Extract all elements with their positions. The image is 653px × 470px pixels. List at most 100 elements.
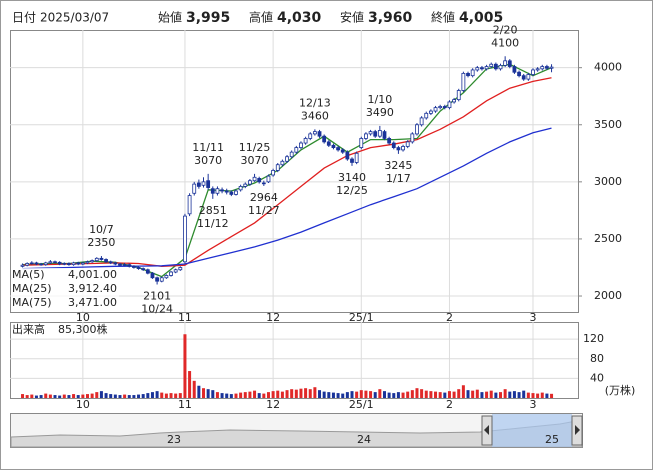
candle-body: [303, 138, 308, 144]
volume-bar: [76, 395, 80, 398]
volume-bar: [350, 391, 354, 398]
candle-body: [215, 188, 220, 194]
volume-bar: [443, 392, 447, 398]
volume-bar: [25, 395, 29, 398]
candle-body: [57, 261, 62, 265]
volume-bar: [85, 394, 89, 398]
volume-bar: [373, 392, 377, 398]
volume-title: 出来高: [12, 322, 45, 336]
candle-body: [266, 175, 271, 183]
volume-bar: [174, 393, 178, 398]
navigator-label: 25: [545, 433, 559, 446]
candle-body: [90, 260, 95, 263]
candle-body: [229, 191, 234, 195]
volume-bar: [169, 393, 173, 398]
volume-bar: [345, 392, 349, 398]
volume-bar: [39, 395, 43, 398]
volume-bar: [438, 392, 442, 398]
volume-bar: [489, 390, 493, 398]
volume-bar: [44, 393, 48, 398]
candle-body: [85, 261, 90, 264]
annotation-price: 3140: [338, 171, 366, 184]
volume-bar: [382, 391, 386, 398]
volume-bar: [257, 393, 261, 398]
candle-body: [294, 147, 299, 153]
volume-bar: [526, 392, 530, 398]
volume-bar: [243, 392, 247, 398]
annotation-date: 11/27: [248, 204, 280, 217]
field-name: 始値: [158, 10, 182, 25]
candle-body: [452, 99, 456, 103]
candle-body: [39, 263, 43, 266]
legend-name: MA(5): [12, 268, 45, 281]
y-tick-label: 40: [590, 371, 604, 384]
y-tick-label: 3500: [594, 118, 622, 131]
candle-body: [470, 69, 475, 77]
volume-bar: [550, 393, 554, 398]
candle-body: [201, 181, 206, 186]
volume-bar: [387, 392, 391, 398]
candle-body: [155, 277, 160, 282]
candle-body: [498, 64, 503, 70]
volume-bar: [341, 393, 345, 398]
volume-bar: [155, 391, 159, 398]
candle-body: [71, 262, 76, 266]
volume-bar: [364, 390, 368, 398]
candle-body: [401, 146, 405, 151]
candle-body: [76, 262, 81, 265]
volume-bar: [392, 393, 396, 398]
volume-bar: [434, 391, 438, 398]
candle-body: [248, 180, 252, 185]
volume-last: 85,300株: [58, 322, 108, 336]
candle-body: [461, 72, 466, 91]
volume-bar: [30, 394, 34, 398]
volume-unit: (万株): [605, 383, 636, 397]
candle-body: [475, 67, 480, 71]
candle-body: [275, 164, 280, 171]
annotation-price: 3245: [384, 159, 412, 172]
candle-body: [447, 101, 452, 109]
candle-body: [512, 66, 517, 73]
volume-bar: [262, 393, 266, 398]
annotation-date: 11/11: [192, 141, 224, 154]
volume-bar: [183, 334, 187, 398]
candle-body: [145, 269, 150, 274]
candle-body: [350, 158, 354, 163]
candle-body: [428, 110, 433, 114]
field-value: 3,995: [186, 10, 230, 26]
candle-body: [387, 138, 392, 144]
volume-bar: [327, 392, 331, 398]
volume-bar: [499, 392, 503, 398]
y-tick-label: 120: [583, 332, 604, 345]
field-value: 4,030: [277, 10, 322, 26]
candle-body: [238, 186, 243, 191]
candle-body: [187, 195, 192, 215]
annotation-date: 12/25: [336, 184, 368, 197]
volume-bar: [150, 392, 154, 398]
volume-bar: [192, 380, 196, 398]
volume-bar: [494, 392, 498, 398]
x-tick-label: 12: [266, 398, 280, 411]
annotation-price: 3460: [301, 109, 329, 122]
candle-body: [48, 261, 53, 264]
annotation-date: 1/10: [367, 93, 392, 106]
candle-body: [415, 124, 419, 135]
volume-bar: [290, 389, 294, 398]
candle-body: [136, 267, 141, 270]
volume-bar: [512, 391, 516, 398]
right-arrow: [575, 425, 580, 435]
ma-line: [22, 127, 552, 270]
volume-bar: [378, 389, 382, 398]
navigator-window[interactable]: [492, 414, 572, 447]
candle-body: [503, 60, 508, 66]
field-name: 高値: [249, 10, 273, 25]
volume-bar: [318, 390, 322, 398]
candle-body: [419, 117, 424, 126]
candle-body: [261, 182, 266, 185]
annotation-date: 11/12: [197, 217, 229, 230]
candle-body: [364, 133, 368, 139]
volume-bar: [308, 389, 312, 398]
candle-body: [484, 66, 489, 70]
x-tick-label: 12: [266, 311, 280, 324]
volume-bar: [508, 391, 512, 398]
